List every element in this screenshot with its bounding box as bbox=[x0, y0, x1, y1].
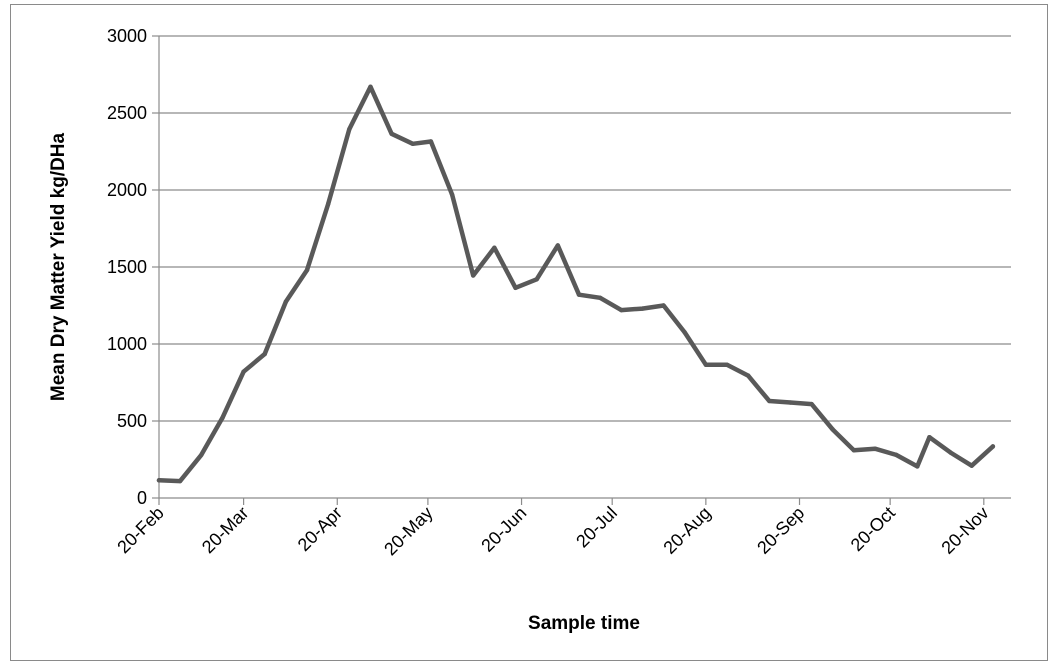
data-point bbox=[969, 463, 974, 468]
data-point bbox=[241, 369, 246, 374]
data-point bbox=[948, 450, 953, 455]
y-tick-label: 500 bbox=[117, 411, 147, 431]
data-point bbox=[640, 306, 645, 311]
data-point bbox=[368, 84, 373, 90]
data-point bbox=[555, 243, 561, 248]
data-point bbox=[724, 362, 730, 367]
data-point bbox=[576, 292, 582, 297]
x-tick-label: 20-Mar bbox=[198, 503, 252, 557]
data-point bbox=[283, 299, 289, 304]
data-point bbox=[199, 452, 204, 458]
data-point bbox=[619, 307, 624, 313]
axes bbox=[152, 35, 1011, 505]
data-point bbox=[449, 192, 455, 197]
data-point bbox=[990, 444, 996, 449]
y-tick-label: 3000 bbox=[107, 26, 147, 46]
data-point bbox=[262, 351, 267, 357]
data-point bbox=[534, 277, 539, 282]
x-tick-label: 20-Nov bbox=[937, 503, 992, 558]
data-point bbox=[325, 201, 331, 207]
x-tick-label: 20-Jul bbox=[572, 503, 621, 552]
data-point bbox=[428, 139, 434, 144]
y-tick-label: 2500 bbox=[107, 103, 147, 123]
x-tick-label: 20-May bbox=[380, 503, 437, 560]
x-tick-labels: 20-Feb 20-Mar 20-Apr 20-May 20-Jun 20-Jul 20-A… bbox=[113, 503, 992, 560]
data-point bbox=[893, 452, 899, 458]
data-point bbox=[915, 464, 920, 469]
y-tick-label: 0 bbox=[137, 488, 147, 508]
x-tick-label: 20-Apr bbox=[294, 503, 346, 555]
data-point bbox=[788, 400, 793, 405]
data-point bbox=[156, 478, 162, 483]
y-tick-labels: 0 500 1000 1500 2000 2500 3000 bbox=[107, 26, 147, 508]
data-point bbox=[703, 362, 709, 367]
data-point bbox=[682, 330, 687, 335]
data-point bbox=[471, 273, 476, 278]
y-tick-label: 2000 bbox=[107, 180, 147, 200]
data-point bbox=[492, 245, 497, 250]
x-tick-label: 20-Aug bbox=[659, 503, 714, 558]
y-axis-title: Mean Dry Matter Yield kg/DHa bbox=[48, 132, 69, 401]
data-point bbox=[220, 415, 225, 421]
x-tick-label: 20-Oct bbox=[847, 503, 899, 555]
data-point bbox=[389, 131, 394, 136]
data-point bbox=[872, 446, 878, 451]
data-point bbox=[809, 401, 814, 407]
gridlines bbox=[159, 35, 1011, 422]
x-axis-title: Sample time bbox=[528, 613, 640, 634]
data-point bbox=[927, 434, 932, 440]
y-tick-label: 1000 bbox=[107, 334, 147, 354]
data-point bbox=[410, 141, 415, 146]
data-point bbox=[347, 126, 352, 132]
x-tick-label: 20-Feb bbox=[113, 503, 167, 557]
x-tick-label: 20-Jun bbox=[477, 503, 530, 556]
data-point bbox=[767, 398, 772, 404]
series-line bbox=[156, 84, 996, 484]
data-point bbox=[597, 295, 603, 300]
data-point bbox=[304, 267, 310, 273]
data-point bbox=[851, 448, 857, 453]
data-point bbox=[745, 373, 751, 378]
data-point bbox=[513, 285, 518, 290]
y-tick-label: 1500 bbox=[107, 257, 147, 277]
data-point bbox=[661, 303, 666, 308]
data-point bbox=[830, 427, 835, 432]
plot-area bbox=[156, 84, 996, 484]
data-point bbox=[177, 478, 183, 484]
x-tick-label: 20-Sep bbox=[753, 503, 808, 558]
